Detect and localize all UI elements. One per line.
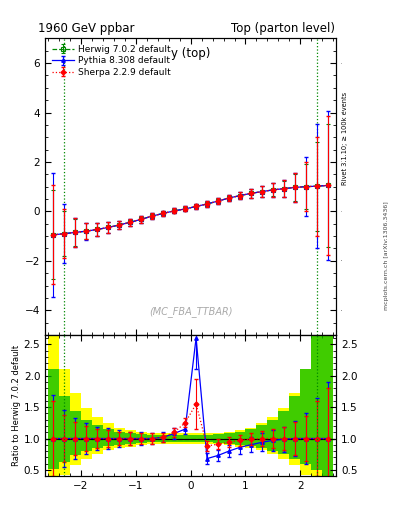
Text: (MC_FBA_TTBAR): (MC_FBA_TTBAR) xyxy=(149,306,232,317)
Y-axis label: Ratio to Herwig 7.0.2 default: Ratio to Herwig 7.0.2 default xyxy=(12,345,21,466)
Text: Rivet 3.1.10; ≥ 100k events: Rivet 3.1.10; ≥ 100k events xyxy=(342,92,348,185)
Text: 1960 GeV ppbar: 1960 GeV ppbar xyxy=(38,22,135,34)
Text: Top (parton level): Top (parton level) xyxy=(231,22,335,34)
Legend: Herwig 7.0.2 default, Pythia 8.308 default, Sherpa 2.2.9 default: Herwig 7.0.2 default, Pythia 8.308 defau… xyxy=(50,43,172,79)
Text: y (top): y (top) xyxy=(171,47,210,60)
Text: mcplots.cern.ch [arXiv:1306.3436]: mcplots.cern.ch [arXiv:1306.3436] xyxy=(384,202,389,310)
